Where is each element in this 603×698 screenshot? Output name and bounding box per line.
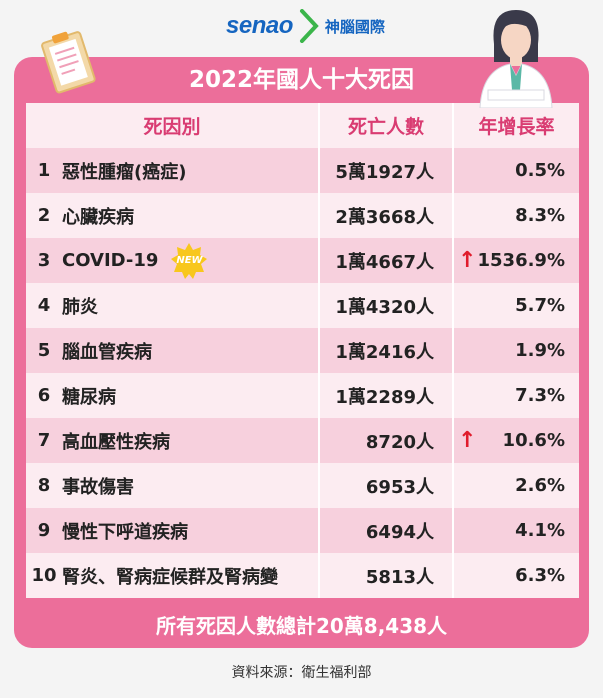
cause-name: COVID-19: [62, 250, 159, 271]
rank-number: 2: [37, 205, 51, 226]
cause-name: 糖尿病: [62, 386, 116, 408]
deaths-cell: 2萬3668人: [318, 193, 452, 238]
growth-value: 10.6%: [502, 430, 565, 451]
cause-name: 高血壓性疾病: [62, 431, 170, 453]
rank-number: 6: [37, 385, 51, 406]
logo-wordmark: senao: [226, 12, 293, 39]
cause-cell: 4 肺炎: [26, 283, 318, 328]
causes-table-card: 2022年國人十大死因 死因別 死亡人數 年增長率 1 惡性腫瘤(癌症) 5萬192…: [14, 57, 589, 648]
cause-name: 惡性腫瘤(癌症): [62, 161, 187, 183]
cause-cell: 1 惡性腫瘤(癌症): [26, 148, 318, 193]
cause-cell: 5 腦血管疾病: [26, 328, 318, 373]
header-deaths: 死亡人數: [318, 103, 452, 148]
brand-logo: senao 神腦國際: [226, 6, 385, 46]
table-row: 9 慢性下呼道疾病 6494人 4.1%: [26, 508, 579, 553]
growth-value: 7.3%: [515, 385, 565, 406]
header-cause: 死因別: [143, 116, 201, 138]
growth-value: 4.1%: [515, 520, 565, 541]
deaths-cell: 5813人: [318, 553, 452, 598]
logo-chevron-icon: [299, 9, 319, 43]
cause-name: 腎炎、腎病症候群及腎病變: [62, 566, 278, 588]
table-row: 5 腦血管疾病 1萬2416人 1.9%: [26, 328, 579, 373]
growth-cell: 7.3%: [452, 373, 579, 418]
growth-cell: ↑ 10.6%: [452, 418, 579, 463]
cause-cell: 3 COVID-19 NEW: [26, 238, 318, 283]
new-badge: NEW: [170, 242, 208, 280]
table-row: 2 心臟疾病 2萬3668人 8.3%: [26, 193, 579, 238]
new-badge-label: NEW: [176, 255, 203, 266]
up-arrow-icon: ↑: [458, 428, 477, 453]
deaths-cell: 1萬2289人: [318, 373, 452, 418]
rank-number: 10: [31, 565, 57, 586]
deaths-cell: 1萬2416人: [318, 328, 452, 373]
rank-number: 5: [37, 340, 51, 361]
growth-cell: 2.6%: [452, 463, 579, 508]
cause-cell: 8 事故傷害: [26, 463, 318, 508]
rank-number: 4: [37, 295, 51, 316]
table-row: 7 高血壓性疾病 8720人 ↑ 10.6%: [26, 418, 579, 463]
cause-name: 腦血管疾病: [62, 341, 152, 363]
deaths-cell: 5萬1927人: [318, 148, 452, 193]
cause-name: 心臟疾病: [62, 206, 134, 228]
deaths-cell: 6494人: [318, 508, 452, 553]
growth-value: 0.5%: [515, 160, 565, 181]
growth-cell: 4.1%: [452, 508, 579, 553]
deaths-cell: 1萬4320人: [318, 283, 452, 328]
cause-cell: 10 腎炎、腎病症候群及腎病變: [26, 553, 318, 598]
rank-number: 8: [37, 475, 51, 496]
logo-chinese-name: 神腦國際: [324, 17, 385, 36]
table-row: 3 COVID-19 NEW 1萬4667人 ↑ 1536.9%: [26, 238, 579, 283]
cause-name: 肺炎: [62, 296, 98, 318]
data-source: 資料來源：衛生福利部: [231, 665, 372, 681]
growth-cell: 8.3%: [452, 193, 579, 238]
growth-cell: 0.5%: [452, 148, 579, 193]
cause-cell: 7 高血壓性疾病: [26, 418, 318, 463]
rank-number: 1: [37, 160, 51, 181]
table-header: 死因別 死亡人數 年增長率: [26, 103, 579, 148]
growth-value: 1536.9%: [477, 250, 566, 271]
total-deaths: 所有死因人數總計20萬8,438人: [155, 614, 448, 638]
deaths-cell: 8720人: [318, 418, 452, 463]
growth-value: 8.3%: [515, 205, 565, 226]
deaths-cell: 6953人: [318, 463, 452, 508]
rank-number: 3: [37, 250, 51, 271]
growth-value: 1.9%: [515, 340, 565, 361]
growth-value: 2.6%: [515, 475, 565, 496]
table-row: 4 肺炎 1萬4320人 5.7%: [26, 283, 579, 328]
cause-cell: 6 糖尿病: [26, 373, 318, 418]
doctor-illustration-icon: [479, 10, 553, 108]
cause-cell: 9 慢性下呼道疾病: [26, 508, 318, 553]
growth-cell: 6.3%: [452, 553, 579, 598]
growth-cell: 1.9%: [452, 328, 579, 373]
cause-name: 事故傷害: [62, 476, 134, 498]
clipboard-icon: [41, 31, 96, 94]
growth-cell: 5.7%: [452, 283, 579, 328]
up-arrow-icon: ↑: [458, 248, 477, 273]
table-row: 8 事故傷害 6953人 2.6%: [26, 463, 579, 508]
causes-table: 死因別 死亡人數 年增長率 1 惡性腫瘤(癌症) 5萬1927人 0.5% 2 心臟疾病 2…: [26, 103, 579, 598]
page-title: 2022年國人十大死因: [188, 67, 414, 93]
table-row: 6 糖尿病 1萬2289人 7.3%: [26, 373, 579, 418]
table-row: 10 腎炎、腎病症候群及腎病變 5813人 6.3%: [26, 553, 579, 598]
growth-cell: ↑ 1536.9%: [452, 238, 579, 283]
cause-cell: 2 心臟疾病: [26, 193, 318, 238]
rank-number: 7: [37, 430, 51, 451]
growth-value: 5.7%: [515, 295, 565, 316]
table-row: 1 惡性腫瘤(癌症) 5萬1927人 0.5%: [26, 148, 579, 193]
cause-name: 慢性下呼道疾病: [62, 521, 188, 543]
growth-value: 6.3%: [515, 565, 565, 586]
header-growth: 年增長率: [452, 103, 579, 148]
rank-number: 9: [37, 520, 51, 541]
deaths-cell: 1萬4667人: [318, 238, 452, 283]
